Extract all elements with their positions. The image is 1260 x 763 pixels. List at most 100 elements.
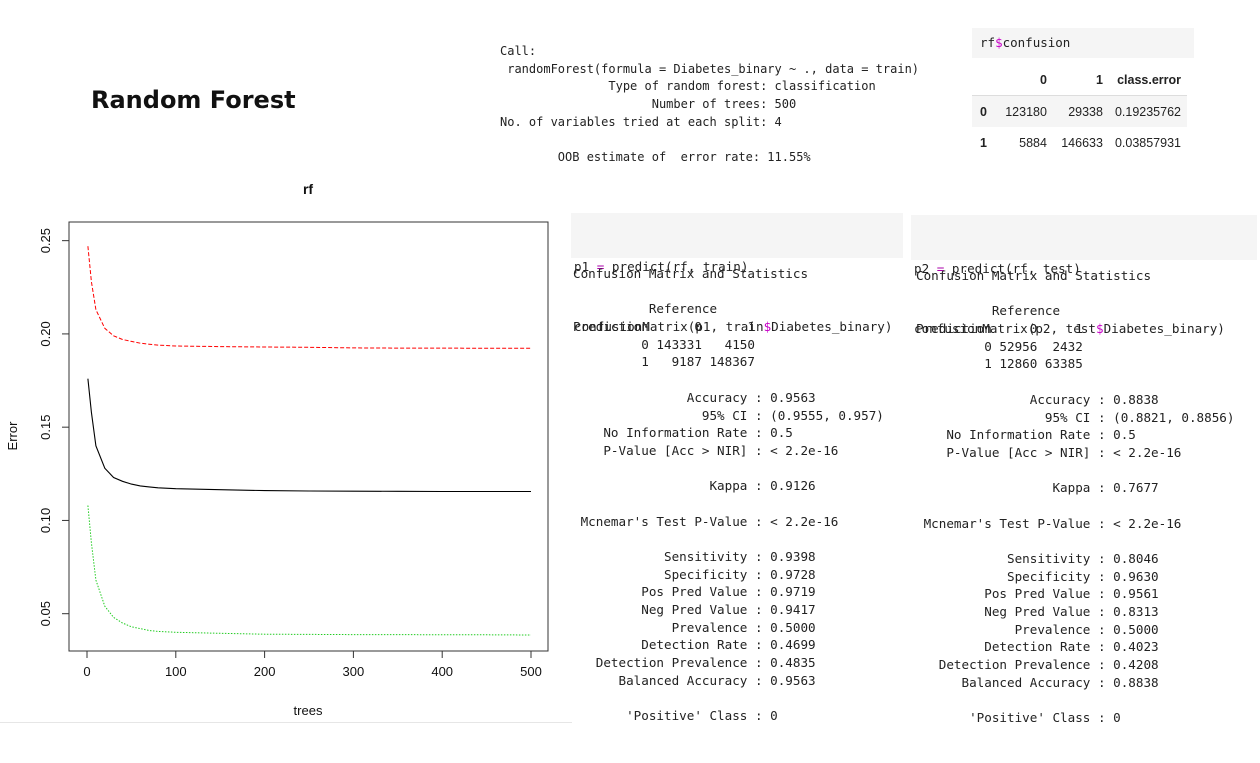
output-line: Call: [500,44,537,58]
output-line: Type of random forest: classification [500,79,876,94]
output-line [573,530,884,548]
series-line-1 [87,246,531,349]
code-field: confusion [1002,35,1071,50]
test-code-cell: p2 = predict(rf, test) confusionMatrix(p… [911,215,1257,336]
output-line: P-Value [Acc > NIR] : < 2.2e-16 [573,442,839,458]
confusion-code-cell: rf$confusion [972,28,1194,58]
output-line [573,460,884,478]
x-tick-label: 100 [165,664,187,679]
confusion-cell: 29338 [1052,95,1109,127]
call-output: Call: randomForest(formula = Diabetes_bi… [500,43,919,167]
chart-title: rf [303,181,313,197]
code-call: Diabetes_binary) [771,319,893,334]
output-line: 'Positive' Class : 0 [916,710,1121,726]
code-call: Diabetes_binary) [1103,321,1225,336]
output-line: Specificity : 0.9728 [573,566,816,582]
confusion-cell: 0.19235762 [1108,95,1187,127]
y-tick-label: 0.10 [38,508,53,533]
output-line: Detection Prevalence : 0.4208 [916,657,1159,673]
output-line: Reference [916,303,1061,319]
output-line: Pos Pred Value : 0.9561 [916,586,1159,602]
test-confusion-output: Confusion Matrix and Statistics Referenc… [916,267,1234,727]
x-tick-label: 0 [83,664,90,679]
x-tick-label: 200 [254,664,276,679]
code-dollar: $ [995,35,1003,50]
y-tick-label: 0.15 [38,415,53,440]
output-line: Balanced Accuracy : 0.9563 [573,672,816,688]
train-confusion-output: Confusion Matrix and Statistics Referenc… [573,265,884,725]
output-line: Prevalence : 0.5000 [916,621,1159,637]
code-call: predict(rf, test) [951,261,1081,276]
output-line: 1 9187 148367 [573,354,755,370]
output-line: Neg Pred Value : 0.9417 [573,602,816,618]
output-line: Accuracy : 0.8838 [916,391,1159,407]
y-tick-label: 0.05 [38,601,53,626]
table-row: 1 5884 146633 0.03857931 [972,127,1187,158]
output-line: No Information Rate : 0.5 [916,427,1136,443]
output-line: Reference [573,301,718,317]
output-line: Kappa : 0.7677 [916,480,1159,496]
output-line: P-Value [Acc > NIR] : < 2.2e-16 [916,444,1182,460]
table-row: 0 123180 29338 0.19235762 [972,95,1187,127]
output-line: Specificity : 0.9630 [916,568,1159,584]
confusion-header-0: 0 [992,64,1053,96]
output-line: 1 12860 63385 [916,356,1083,372]
output-line: 0 52956 2432 [916,338,1083,354]
output-line [573,283,884,301]
output-line: No Information Rate : 0.5 [573,425,793,441]
code-call: confusionMatrix(p1, train [574,319,764,334]
output-line: Neg Pred Value : 0.8313 [916,604,1159,620]
confusion-cell: 0.03857931 [1114,135,1181,150]
train-code-cell: p1 = predict(rf, train) confusionMatrix(… [571,213,903,334]
output-line: Sensitivity : 0.9398 [573,549,816,564]
confusion-header-blank [972,64,993,96]
output-line: Prediction 0 1 [573,319,755,335]
confusion-cell: 123180 [992,95,1053,127]
code-dollar: $ [763,319,772,334]
output-line: Mcnemar's Test P-Value : < 2.2e-16 [916,515,1182,531]
y-tick-label: 0.25 [38,228,53,253]
code-call: predict(rf, train) [611,259,749,274]
code-assign: = [589,259,612,274]
output-line: Number of trees: 500 [500,97,797,112]
error-vs-trees-chart: rf 0 100 200 300 400 5000.050.100.150.200.25 … [5,181,549,718]
confusion-header-1: 1 [1052,64,1109,96]
x-tick-label: 400 [431,664,453,679]
output-line [916,462,1234,480]
plot-divider [0,722,572,723]
code-var: p2 [914,261,930,276]
output-line: Balanced Accuracy : 0.8838 [916,674,1159,690]
output-line: Prediction 0 1 [916,321,1083,337]
output-line: randomForest(formula = Diabetes_binary ~… [500,61,920,76]
confusion-cell: 5884 [1019,135,1047,150]
code-assign: = [929,261,952,276]
output-line: OOB estimate of error rate: 11.55% [500,150,811,165]
confusion-cell: 146633 [1061,135,1103,150]
output-line: Confusion Matrix and Statistics [573,266,809,281]
output-line: Detection Prevalence : 0.4835 [573,655,816,671]
output-line [916,497,1234,515]
slide-title: Random Forest [91,86,296,114]
code-object: rf [980,35,996,50]
output-line [573,495,884,513]
code-var: p1 [574,259,590,274]
y-tick-label: 0.20 [38,321,53,346]
output-line [916,692,1234,710]
code-dollar: $ [1095,321,1104,336]
output-line [573,371,884,389]
output-line [916,373,1234,391]
output-line: Pos Pred Value : 0.9719 [573,584,816,600]
output-line: Prevalence : 0.5000 [573,619,816,635]
output-line: 0 143331 4150 [573,336,755,352]
output-line: Accuracy : 0.9563 [573,389,816,405]
output-line: Kappa : 0.9126 [573,478,816,494]
output-line [916,532,1234,550]
output-line: Detection Rate : 0.4023 [916,639,1159,655]
confusion-row-label: 0 [972,95,993,127]
series-line-2 [87,378,531,493]
confusion-header-row: 0 1 class.error [972,64,1187,96]
confusion-table: 0 1 class.error 0 123180 29338 0.1923576… [972,64,1187,158]
output-line: Sensitivity : 0.8046 [916,551,1159,566]
output-line: 'Positive' Class : 0 [573,708,778,724]
output-line: 95% CI : (0.9555, 0.957) [573,407,884,423]
